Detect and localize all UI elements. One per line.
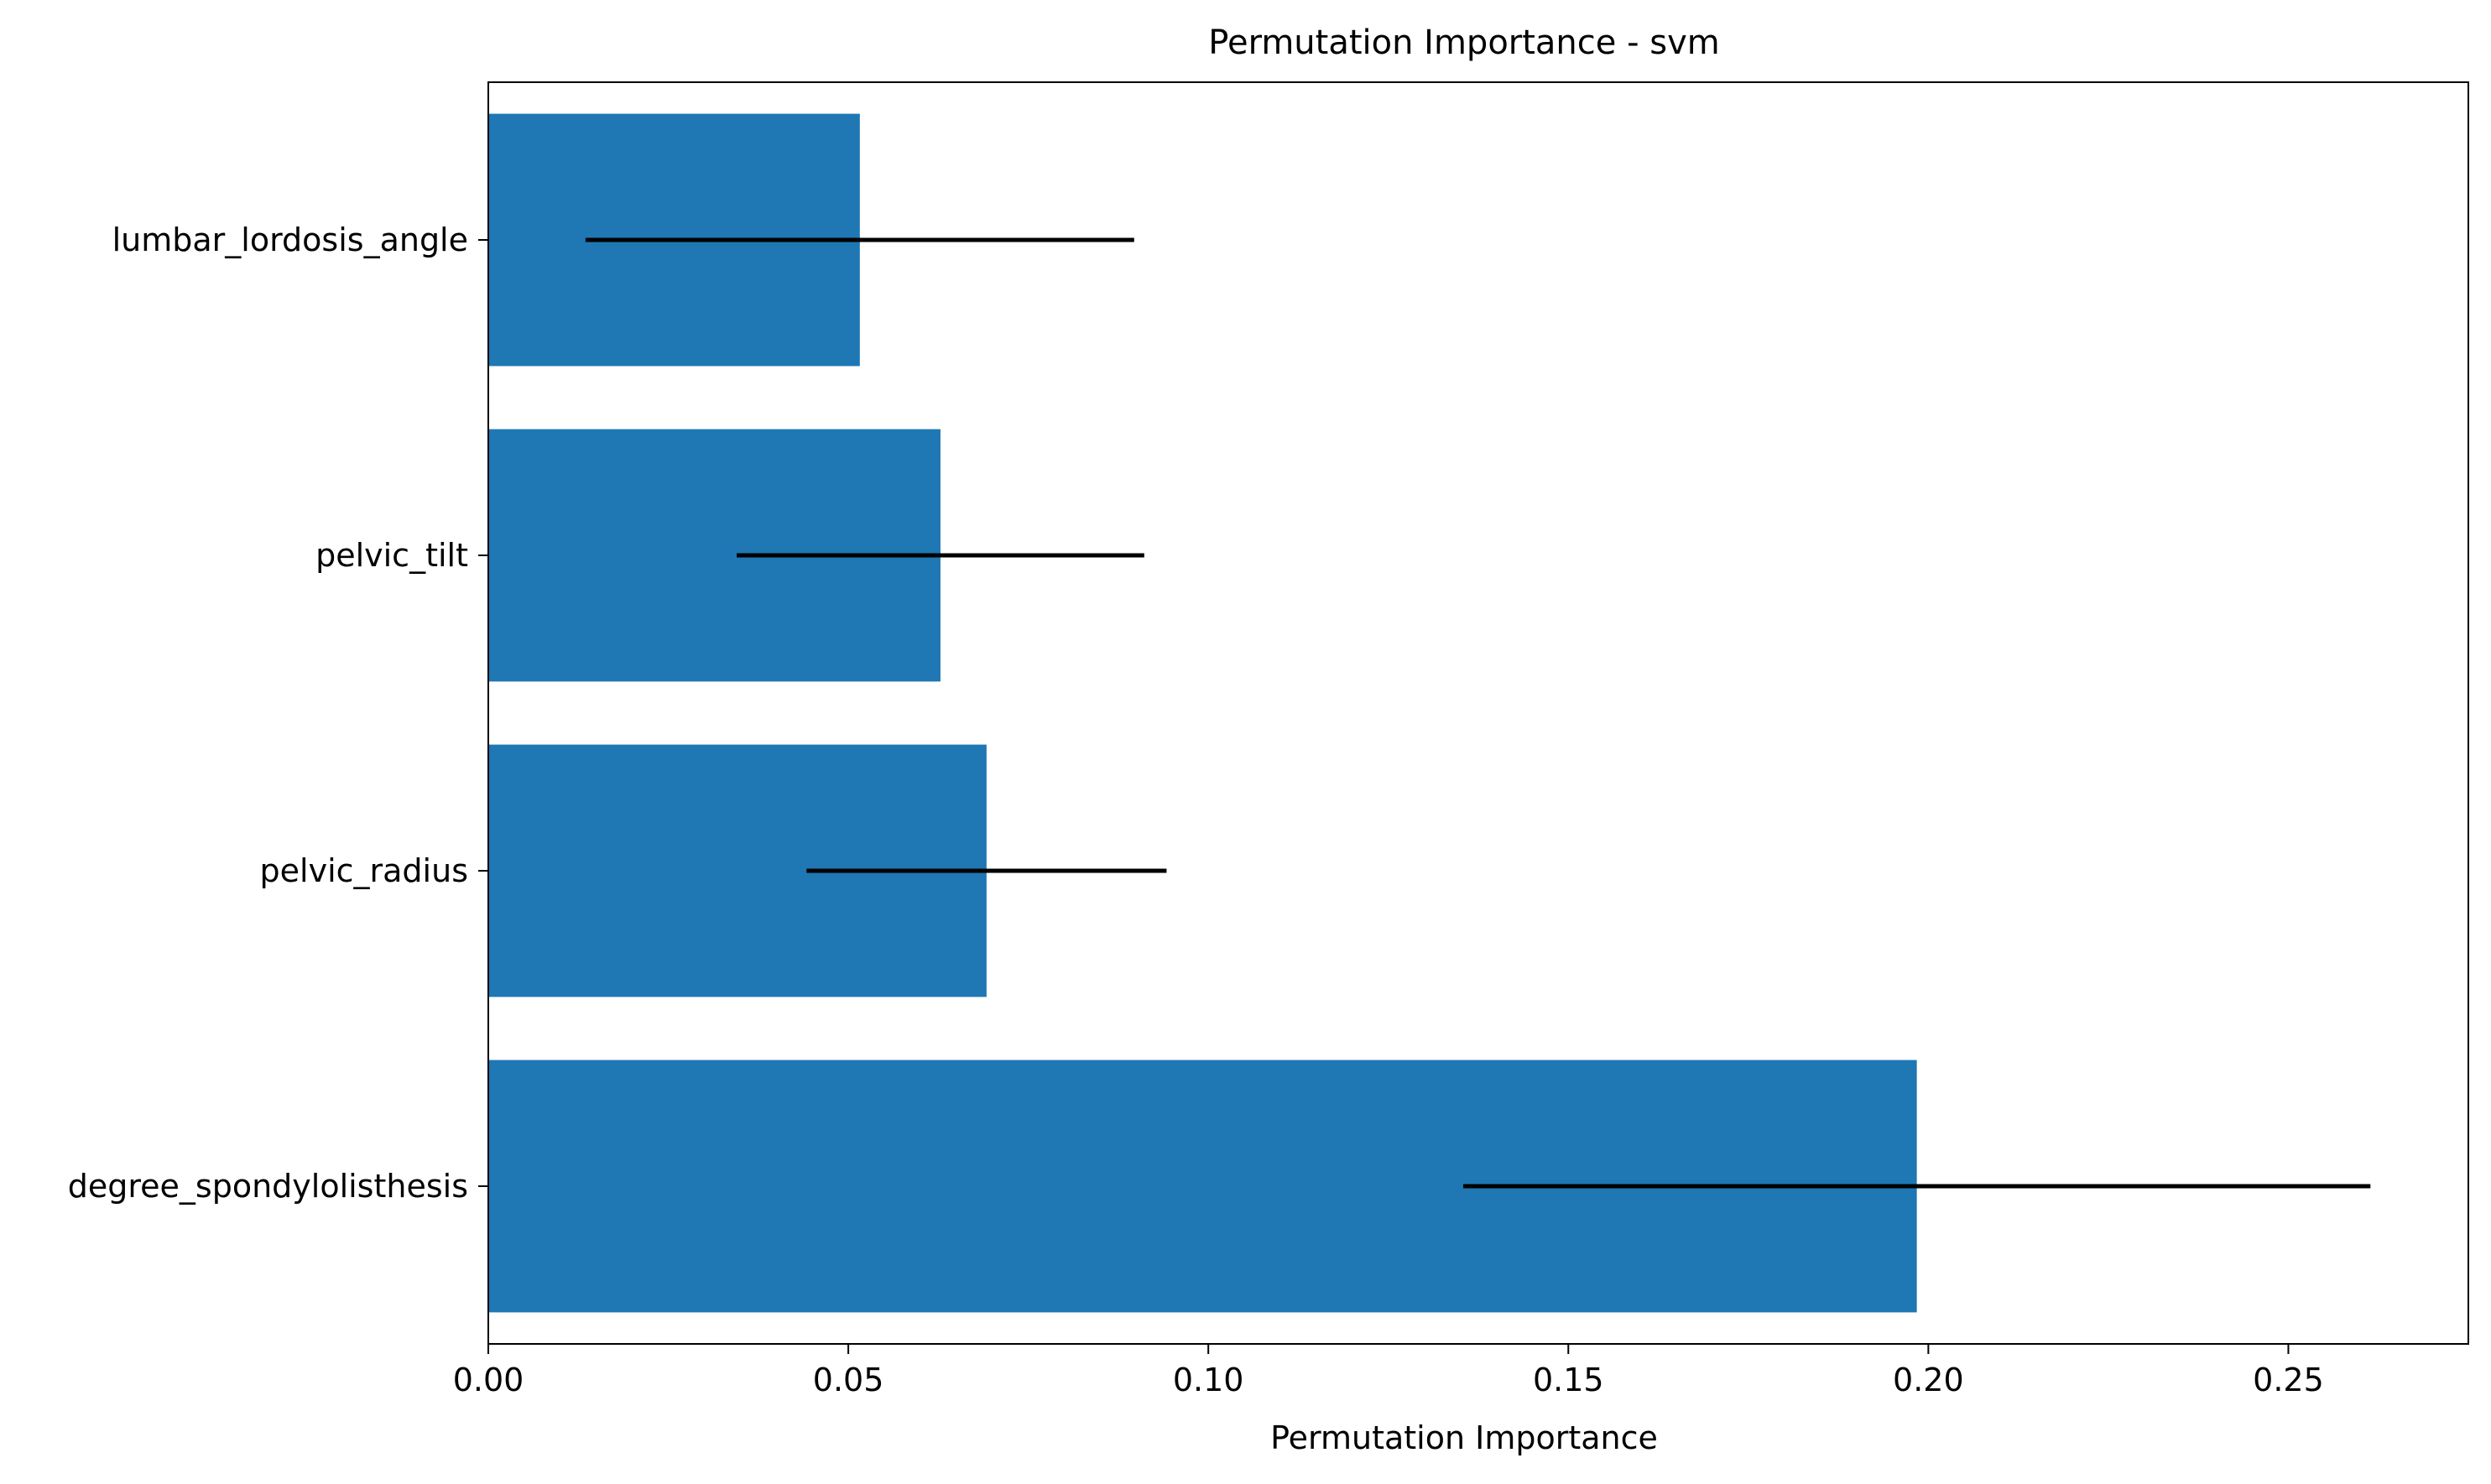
plot-area: lumbar_lordosis_angle pelvic_tilt pelvic_r…	[68, 81, 2469, 1398]
x-tick-label-0.25: 0.25	[2253, 1362, 2324, 1398]
y-tick-label-pelvic_tilt: pelvic_tilt	[315, 537, 468, 574]
x-tick-label-0.15: 0.15	[1533, 1362, 1604, 1398]
y-tick-label-degree_spondylolisthesis: degree_spondylolisthesis	[68, 1168, 468, 1205]
x-tick-label-0.20: 0.20	[1893, 1362, 1964, 1398]
chart-title: Permutation Importance - svm	[1208, 23, 1719, 62]
plot-frame	[487, 81, 2469, 1345]
x-tick-label-0.10: 0.10	[1173, 1362, 1244, 1398]
y-tick-label-pelvic_radius: pelvic_radius	[260, 852, 468, 889]
x-axis-label: Permutation Importance	[1270, 1419, 1658, 1456]
y-tick-label-lumbar_lordosis_angle: lumbar_lordosis_angle	[112, 221, 468, 258]
x-tick-label-0.05: 0.05	[813, 1362, 884, 1398]
x-tick-label-0.00: 0.00	[453, 1362, 524, 1398]
